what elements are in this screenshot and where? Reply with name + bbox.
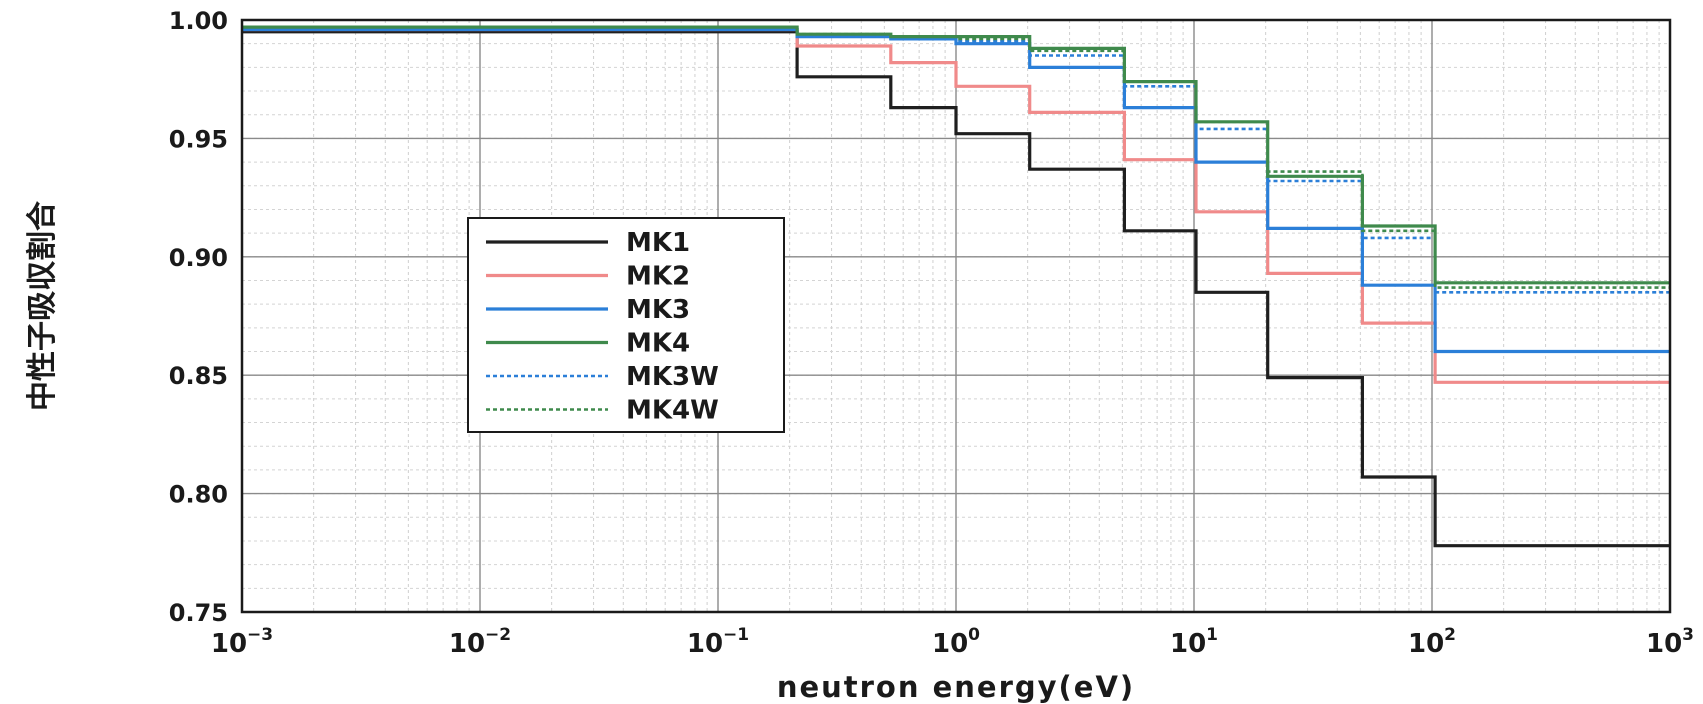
- x-tick-label: 10−3: [211, 625, 273, 659]
- x-tick-label: 101: [1170, 625, 1218, 659]
- series-line-mk2: [242, 27, 1670, 384]
- x-axis-title: neutron energy(eV): [777, 670, 1135, 704]
- y-tick-label: 0.75: [169, 599, 228, 627]
- x-tick-label: 10−2: [449, 625, 511, 659]
- series-layer: [242, 25, 1670, 548]
- legend-label-mk3: MK3: [626, 295, 690, 325]
- y-tick-labels: 0.75 0.80 0.85 0.90 0.95 1.00: [169, 7, 228, 627]
- y-axis-title: 中性子吸収割合: [25, 201, 60, 411]
- y-tick-label: 0.90: [169, 244, 228, 272]
- y-tick-label: 1.00: [169, 7, 228, 35]
- x-tick-label: 103: [1646, 625, 1694, 659]
- series-line-mk3w: [242, 28, 1670, 294]
- legend-label-mk4w: MK4W: [626, 396, 719, 426]
- legend-label-mk2: MK2: [626, 262, 690, 292]
- legend-label-mk4: MK4: [626, 329, 690, 359]
- series-line-mk1: [242, 30, 1670, 548]
- legend-label-mk3w: MK3W: [626, 362, 719, 392]
- y-tick-label: 0.95: [169, 125, 228, 153]
- legend-box: [467, 217, 785, 433]
- x-tick-label: 100: [932, 625, 980, 659]
- y-tick-label: 0.85: [169, 362, 228, 390]
- x-tick-label: 10−1: [687, 625, 749, 659]
- plot-frame: [240, 18, 1672, 614]
- x-tick-labels: 10−3 10−2 10−1 100 101 102 103: [211, 625, 1694, 659]
- x-tick-label: 102: [1408, 625, 1456, 659]
- legend-label-mk1: MK1: [626, 228, 690, 258]
- y-tick-label: 0.80: [169, 481, 228, 509]
- series-line-mk4: [242, 25, 1670, 285]
